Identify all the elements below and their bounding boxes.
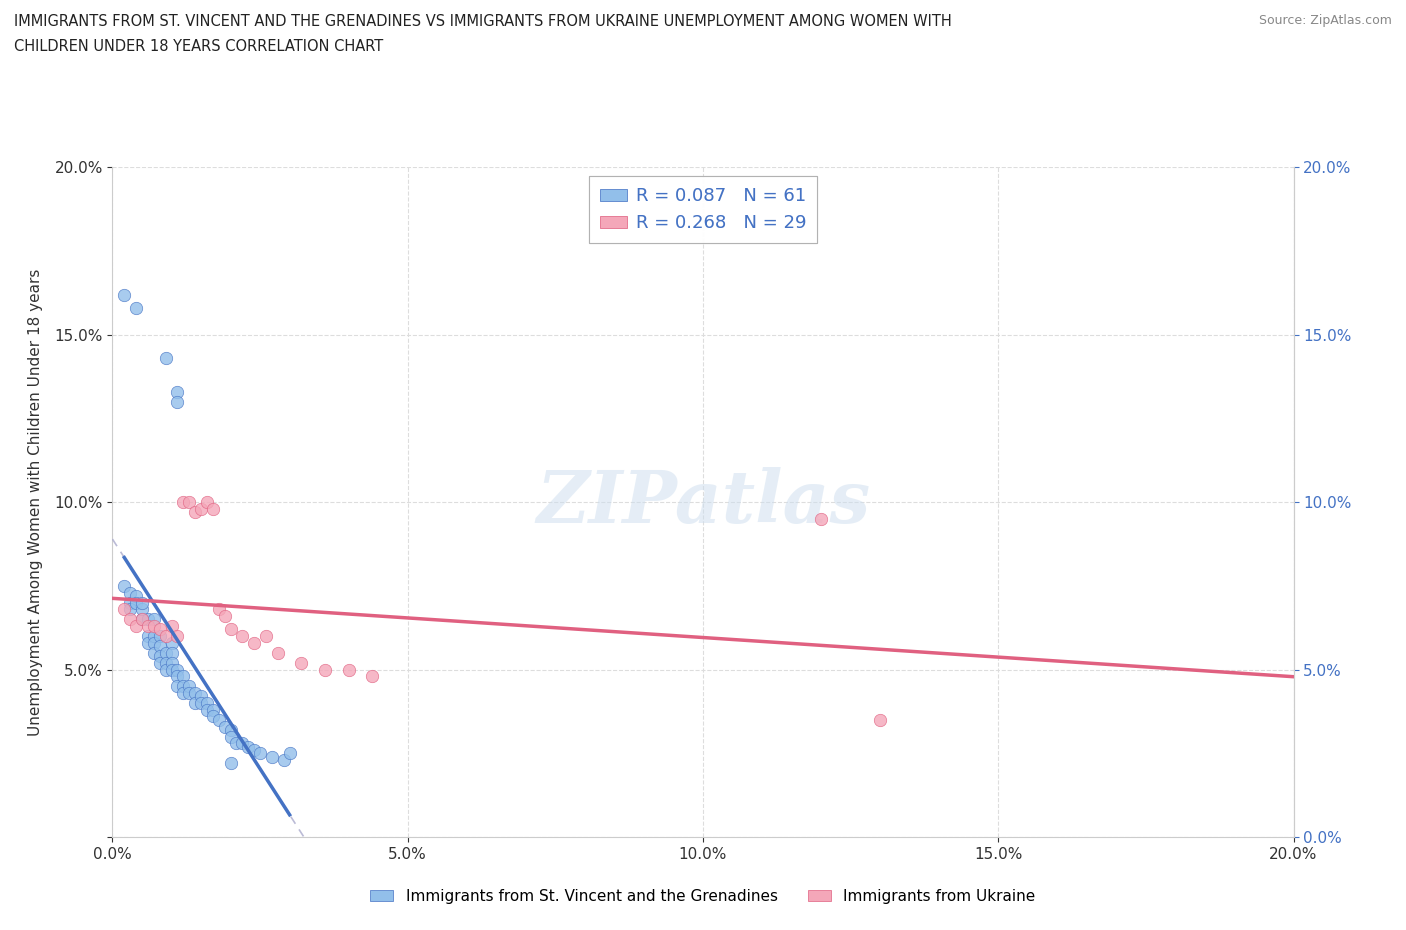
Point <box>131 602 153 617</box>
Point <box>120 585 142 600</box>
Point <box>172 685 194 700</box>
Point <box>179 679 201 694</box>
Point <box>120 612 142 627</box>
Point <box>125 589 148 604</box>
Point <box>314 662 336 677</box>
Point <box>166 679 188 694</box>
Point <box>195 495 218 510</box>
Point <box>166 629 188 644</box>
Point <box>136 618 159 633</box>
Point <box>125 618 148 633</box>
Point <box>120 595 142 610</box>
Legend: Immigrants from St. Vincent and the Grenadines, Immigrants from Ukraine: Immigrants from St. Vincent and the Gren… <box>361 880 1045 913</box>
Text: CHILDREN UNDER 18 YEARS CORRELATION CHART: CHILDREN UNDER 18 YEARS CORRELATION CHAR… <box>14 39 384 54</box>
Point <box>155 662 177 677</box>
Point <box>125 595 148 610</box>
Point <box>136 612 159 627</box>
Point <box>231 736 253 751</box>
Point <box>166 384 188 399</box>
Point <box>260 750 283 764</box>
Point <box>166 662 188 677</box>
Point <box>142 618 165 633</box>
Point <box>155 645 177 660</box>
Point <box>172 679 194 694</box>
Point <box>243 742 266 757</box>
Point <box>278 746 301 761</box>
Point <box>172 495 194 510</box>
Point <box>155 351 177 365</box>
Point <box>149 629 172 644</box>
Point <box>142 645 165 660</box>
Point <box>125 300 148 315</box>
Point <box>142 629 165 644</box>
Point <box>190 689 212 704</box>
Point <box>337 662 360 677</box>
Point <box>810 512 832 526</box>
Point <box>160 662 183 677</box>
Point <box>195 696 218 711</box>
Point <box>254 629 277 644</box>
Point <box>219 723 242 737</box>
Y-axis label: Unemployment Among Women with Children Under 18 years: Unemployment Among Women with Children U… <box>28 269 44 736</box>
Point <box>112 287 135 302</box>
Point <box>149 622 172 637</box>
Point <box>273 752 295 767</box>
Point <box>201 709 224 724</box>
Point <box>131 595 153 610</box>
Point <box>166 394 188 409</box>
Legend: R = 0.087   N = 61, R = 0.268   N = 29: R = 0.087 N = 61, R = 0.268 N = 29 <box>589 177 817 243</box>
Point <box>214 719 236 734</box>
Point <box>160 618 183 633</box>
Point <box>160 645 183 660</box>
Point <box>219 756 242 771</box>
Point <box>184 685 207 700</box>
Point <box>142 635 165 650</box>
Point <box>160 635 183 650</box>
Point <box>112 602 135 617</box>
Point <box>243 635 266 650</box>
Point <box>201 501 224 516</box>
Text: Source: ZipAtlas.com: Source: ZipAtlas.com <box>1258 14 1392 27</box>
Point <box>869 712 891 727</box>
Point <box>361 669 384 684</box>
Point <box>225 736 247 751</box>
Point <box>166 669 188 684</box>
Point <box>219 622 242 637</box>
Point <box>131 612 153 627</box>
Point <box>179 495 201 510</box>
Point <box>149 639 172 654</box>
Point <box>160 656 183 671</box>
Point <box>238 739 260 754</box>
Point <box>142 612 165 627</box>
Point <box>231 629 253 644</box>
Point <box>214 608 236 623</box>
Point <box>179 685 201 700</box>
Point <box>149 656 172 671</box>
Point <box>184 696 207 711</box>
Point <box>172 669 194 684</box>
Point <box>155 656 177 671</box>
Point <box>136 629 159 644</box>
Point <box>208 712 231 727</box>
Point <box>249 746 271 761</box>
Point <box>190 696 212 711</box>
Point <box>131 612 153 627</box>
Point <box>190 501 212 516</box>
Point <box>149 649 172 664</box>
Point <box>201 702 224 717</box>
Point <box>112 578 135 593</box>
Point <box>195 702 218 717</box>
Point <box>184 505 207 520</box>
Point <box>290 656 312 671</box>
Text: ZIPatlas: ZIPatlas <box>536 467 870 538</box>
Point <box>136 635 159 650</box>
Point <box>120 602 142 617</box>
Point <box>219 729 242 744</box>
Text: IMMIGRANTS FROM ST. VINCENT AND THE GRENADINES VS IMMIGRANTS FROM UKRAINE UNEMPL: IMMIGRANTS FROM ST. VINCENT AND THE GREN… <box>14 14 952 29</box>
Point <box>208 602 231 617</box>
Point <box>267 645 290 660</box>
Point <box>155 629 177 644</box>
